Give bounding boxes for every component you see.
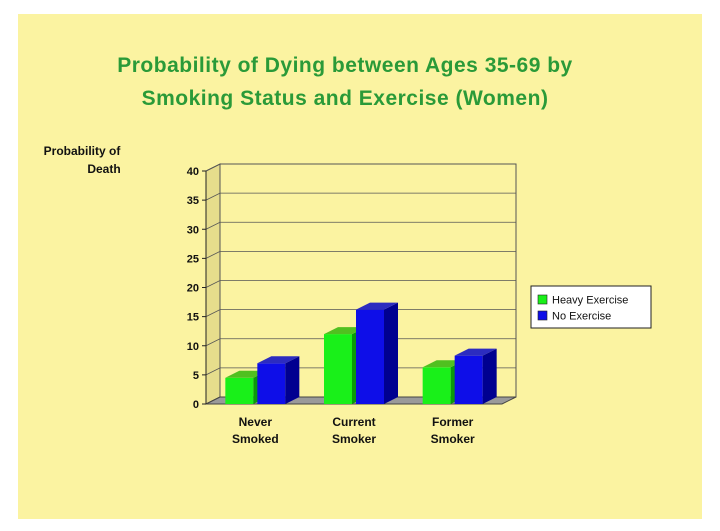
x-tick-label: Smoker bbox=[332, 432, 376, 446]
legend-swatch bbox=[537, 294, 548, 305]
x-tick-label: Former bbox=[432, 415, 474, 429]
bar-top bbox=[324, 327, 366, 335]
y-tick-label: 35 bbox=[187, 195, 199, 207]
y-tick-label: 10 bbox=[187, 341, 199, 353]
legend-entry: No Exercise bbox=[552, 311, 611, 323]
gridline bbox=[205, 309, 516, 317]
legend: Heavy Exercise No Exercise bbox=[530, 285, 652, 329]
bar-top bbox=[454, 348, 497, 356]
chart-title: Probability of Dying between Ages 35-69 … bbox=[117, 54, 573, 110]
bar-front bbox=[324, 334, 352, 404]
legend-entry: Heavy Exercise bbox=[552, 295, 628, 307]
bar-front bbox=[356, 309, 384, 404]
bar-side bbox=[285, 356, 300, 404]
bar-top bbox=[422, 360, 465, 368]
bar-top bbox=[225, 370, 268, 378]
bar-side bbox=[482, 348, 497, 404]
chart-title-line-2: Smoking Status and Exercise (Women) bbox=[142, 87, 549, 110]
bar-front bbox=[422, 367, 451, 404]
x-tick-label: Never bbox=[239, 415, 273, 429]
bar bbox=[257, 356, 300, 404]
y-tick-label: 20 bbox=[187, 283, 199, 295]
y-axis-label: Probability of Death bbox=[44, 144, 122, 176]
bar-front bbox=[257, 363, 286, 404]
x-tick-label: Smoker bbox=[431, 432, 475, 446]
y-tick-label: 0 bbox=[193, 399, 199, 411]
bar-front bbox=[225, 377, 254, 404]
chart-title-line-1: Probability of Dying between Ages 35-69 … bbox=[117, 54, 573, 77]
y-tick-label: 40 bbox=[187, 166, 199, 178]
y-tick-label: 15 bbox=[187, 312, 199, 324]
legend-swatch bbox=[537, 310, 548, 321]
x-tick-label: Current bbox=[332, 415, 375, 429]
y-tick-label: 25 bbox=[187, 253, 199, 265]
gridline bbox=[205, 221, 516, 230]
gridline bbox=[205, 338, 516, 347]
gridline bbox=[205, 192, 516, 201]
y-tick-label: 5 bbox=[193, 370, 199, 382]
bar-side bbox=[384, 302, 398, 404]
gridline bbox=[205, 250, 516, 259]
gridline bbox=[205, 367, 516, 376]
y-axis-label-line-2: Death bbox=[87, 162, 120, 176]
bar-front bbox=[454, 355, 483, 404]
legend-box bbox=[530, 285, 652, 329]
y-tick-label: 30 bbox=[187, 224, 199, 236]
gridline bbox=[205, 280, 516, 288]
bar bbox=[356, 302, 398, 404]
x-tick-label: Smoked bbox=[232, 432, 279, 446]
bar bbox=[454, 348, 497, 404]
chart-slide: Probability of Dying between Ages 35-69 … bbox=[18, 14, 702, 519]
bar-top bbox=[356, 302, 398, 310]
gridline bbox=[205, 163, 516, 172]
y-axis-label-line-1: Probability of bbox=[44, 144, 122, 158]
bar-chart: Probability of Dying between Ages 35-69 … bbox=[44, 54, 652, 446]
plot-area: 0 5 10 15 20 25 30 35 40 Never Smoked Current Smoker… bbox=[187, 163, 517, 446]
bar-top bbox=[257, 356, 300, 364]
